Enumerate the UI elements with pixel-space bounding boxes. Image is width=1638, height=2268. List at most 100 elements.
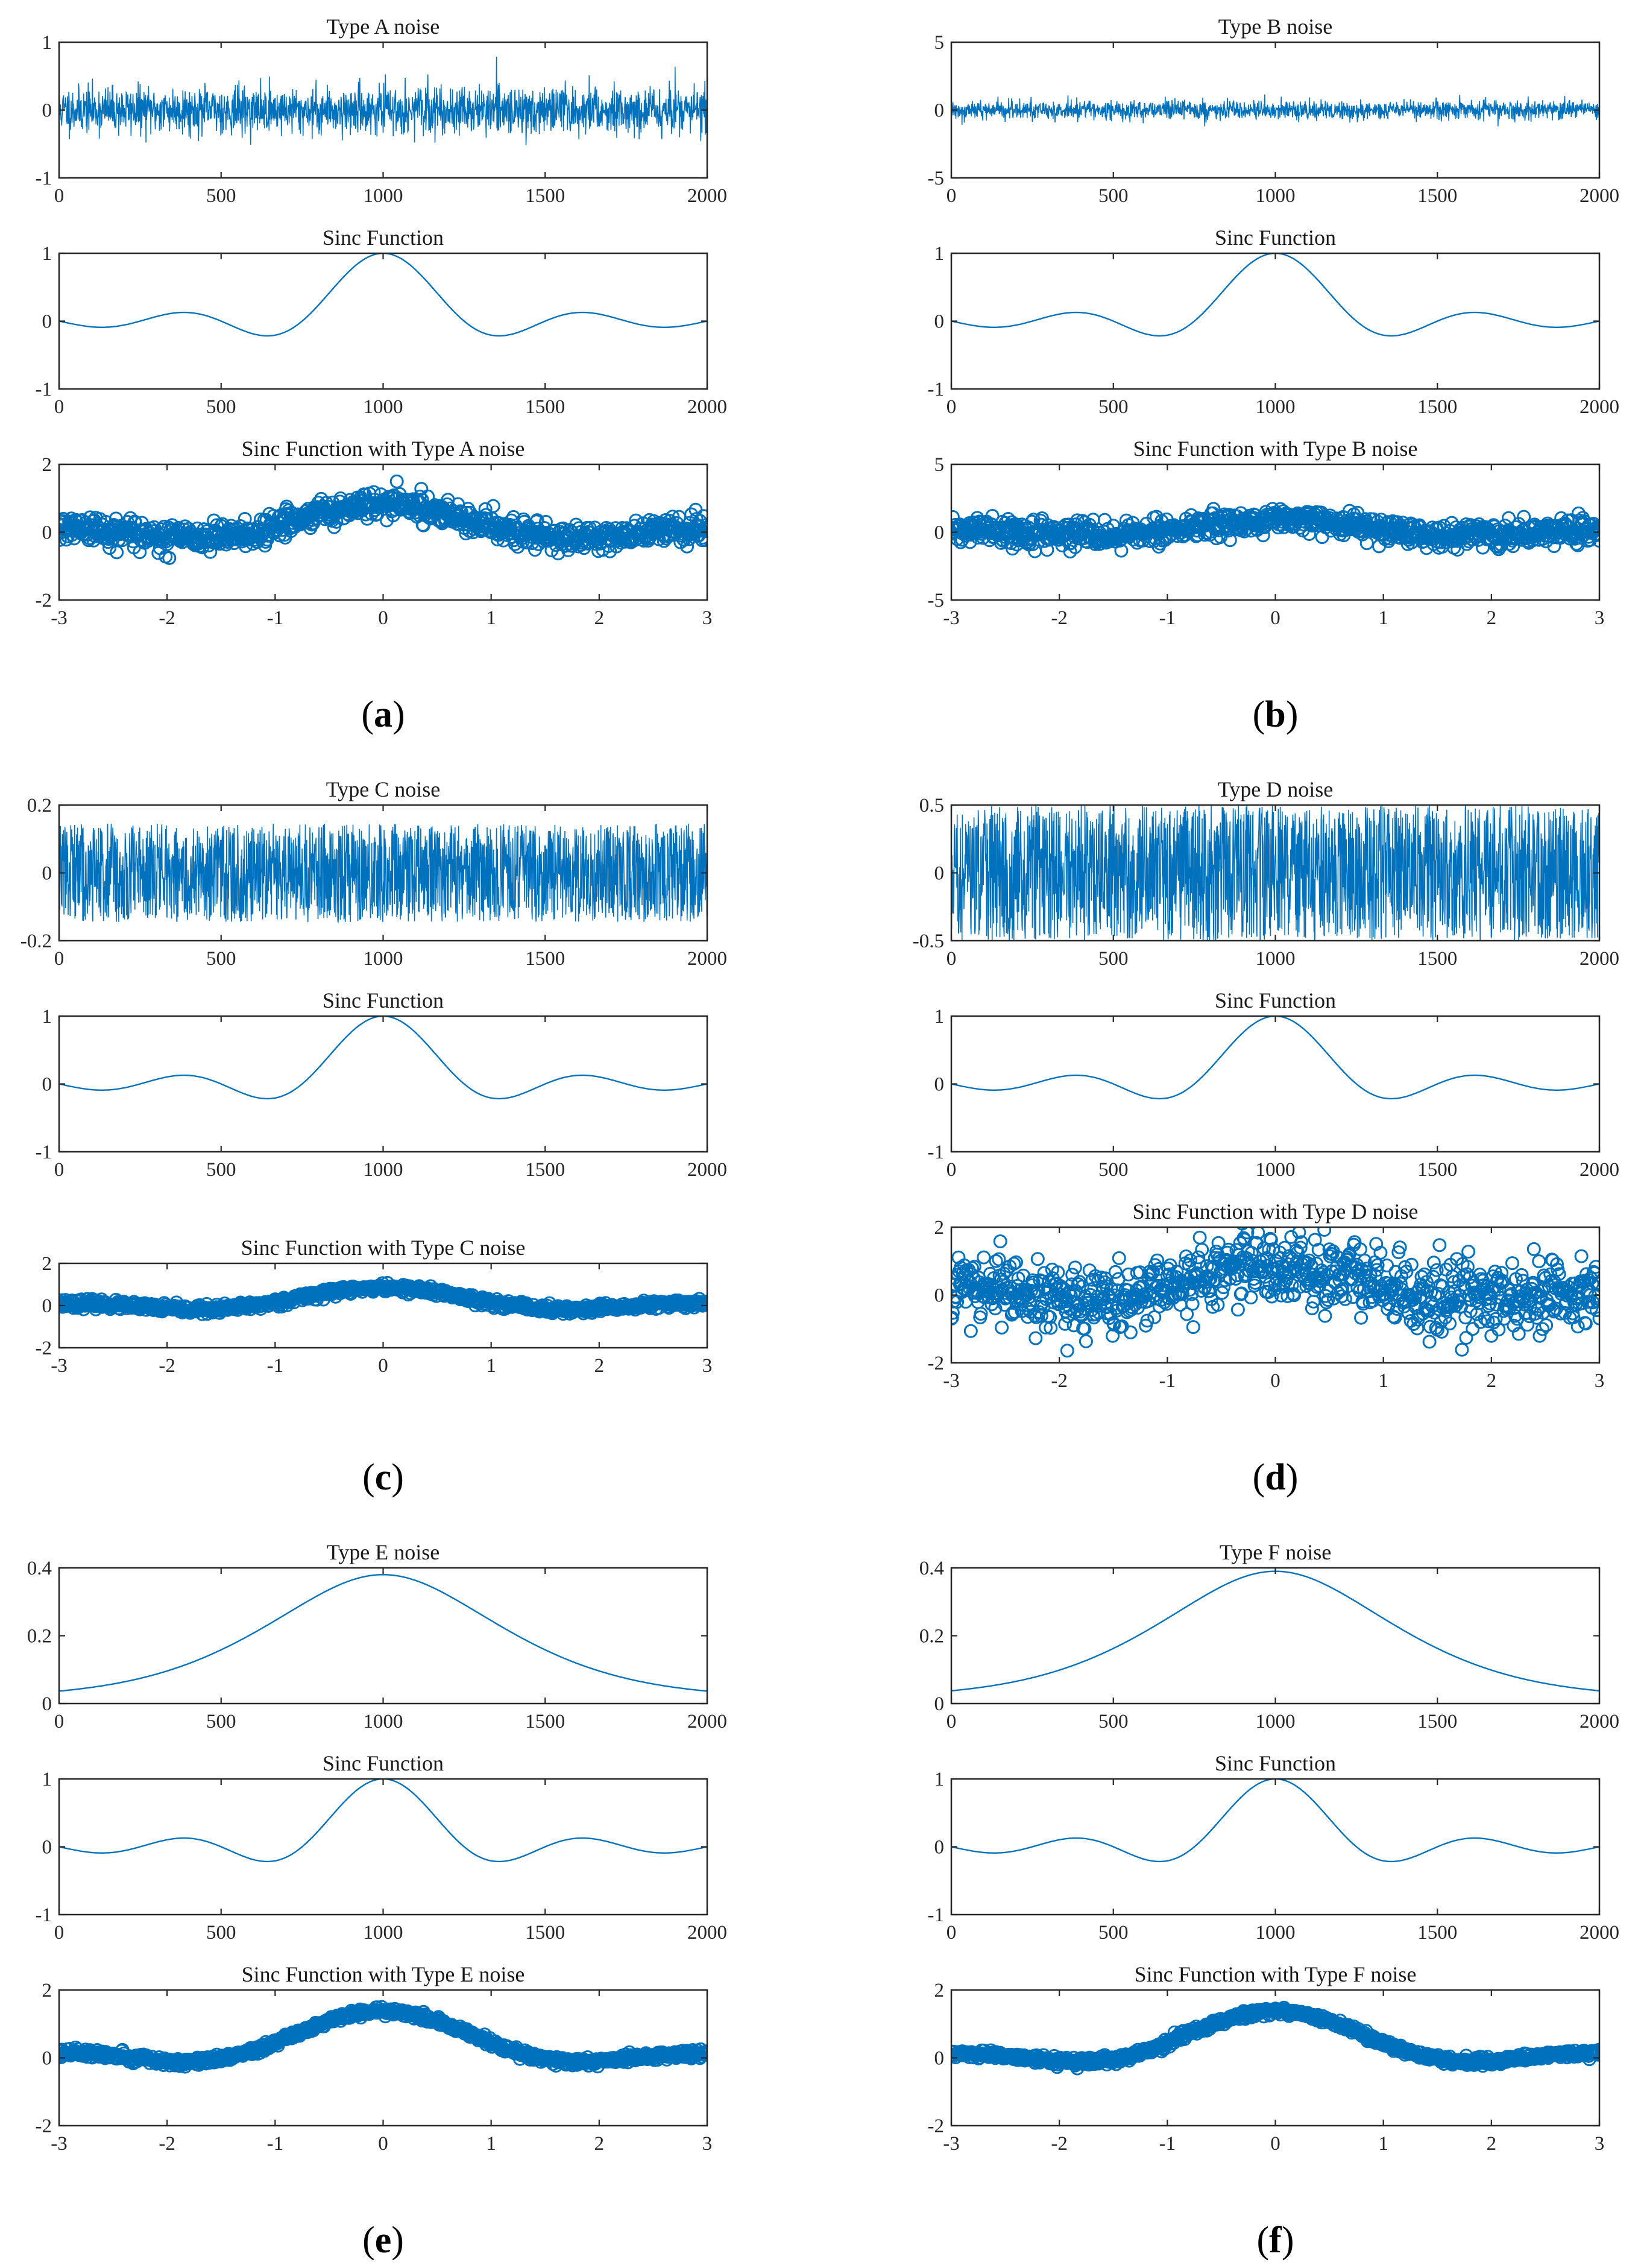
x-tick-label: 0 — [54, 396, 65, 418]
scatter-point — [1292, 1227, 1306, 1239]
x-tick-label: 3 — [702, 1355, 713, 1377]
scatter-point — [1244, 1290, 1258, 1305]
scatter-point — [203, 545, 218, 559]
scatter-point — [997, 1298, 1012, 1312]
scatter-point — [1406, 1293, 1420, 1307]
scatter-point — [1386, 1309, 1400, 1324]
series — [59, 1779, 707, 1863]
scatter-point — [1426, 1256, 1441, 1270]
scatter-point — [1192, 1255, 1206, 1269]
y-tick-label: 2 — [934, 1217, 945, 1239]
x-tick-label: 1000 — [364, 1711, 403, 1733]
scatter-point — [547, 523, 562, 538]
scatter-point — [1382, 1297, 1396, 1312]
scatter-point — [1482, 1297, 1497, 1311]
x-tick-label: 0 — [378, 2133, 388, 2155]
y-tick-label: -2 — [36, 590, 52, 611]
x-tick-label: 0 — [54, 1922, 65, 1944]
scatter-point — [421, 489, 435, 504]
subplot-title: Type F noise — [1220, 1540, 1331, 1564]
x-tick-label: -3 — [51, 1355, 68, 1377]
x-tick-label: 1000 — [364, 1159, 403, 1181]
x-tick-label: 0 — [54, 185, 65, 207]
scatter-point — [1338, 1292, 1352, 1306]
scatter-point — [1473, 1315, 1488, 1329]
x-tick-label: 1500 — [525, 185, 565, 207]
scatter-point — [1492, 1282, 1507, 1297]
x-tick-label: 1000 — [1256, 1711, 1296, 1733]
scatter-point — [1484, 1328, 1499, 1343]
y-tick-label: -5 — [928, 590, 945, 611]
x-tick-label: 500 — [206, 1922, 236, 1944]
y-tick-label: 0.2 — [27, 1626, 52, 1647]
subplot-title: Sinc Function with Type E noise — [242, 1962, 525, 1986]
scatter-point — [629, 513, 643, 528]
x-tick-label: 0 — [54, 1711, 65, 1733]
y-tick-label: 0 — [934, 311, 945, 333]
subplot-title: Sinc Function — [323, 988, 444, 1012]
y-tick-label: 0 — [42, 100, 52, 122]
scatter-point — [995, 1321, 1009, 1335]
series — [59, 1275, 707, 1321]
scatter-point — [1003, 1280, 1018, 1294]
y-tick-label: -1 — [928, 1142, 945, 1163]
scatter-point — [1240, 1227, 1255, 1240]
x-tick-label: 1000 — [1256, 185, 1296, 207]
scatter-point — [1370, 1258, 1385, 1272]
y-tick-label: 0 — [42, 1693, 52, 1715]
scatter-point — [1380, 1259, 1394, 1272]
x-tick-label: 1000 — [1256, 948, 1296, 970]
scatter-point — [1200, 1259, 1214, 1274]
scatter-point — [697, 524, 707, 539]
x-tick-label: 0 — [947, 1159, 957, 1181]
x-tick-label: 1 — [1378, 1370, 1388, 1392]
y-tick-label: -0.5 — [913, 930, 944, 952]
y-tick-label: 0 — [934, 100, 945, 122]
y-tick-label: -1 — [36, 168, 52, 189]
series — [951, 1227, 1599, 1358]
series-line — [59, 823, 707, 924]
subplot-title: Sinc Function — [323, 1751, 444, 1775]
scatter-point — [1123, 1325, 1138, 1339]
scatter-point — [1356, 1297, 1370, 1311]
x-tick-label: 1000 — [1256, 396, 1296, 418]
x-tick-label: 1 — [486, 607, 496, 629]
x-tick-label: 500 — [206, 1159, 236, 1181]
x-tick-label: -1 — [267, 2133, 284, 2155]
scatter-point — [1388, 1310, 1402, 1325]
scatter-point — [1114, 543, 1129, 558]
subplot-title: Type C noise — [326, 777, 440, 801]
scatter-point — [1256, 528, 1270, 543]
y-tick-label: 1 — [42, 1006, 52, 1028]
subplot-c-3: Sinc Function with Type C noise-3 -2 -1 0 1 2… — [36, 1236, 713, 1377]
scatter-point — [1318, 1309, 1332, 1323]
scatter-point — [1492, 1322, 1506, 1337]
y-tick-label: -1 — [36, 1142, 52, 1163]
x-tick-label: 500 — [206, 948, 236, 970]
scatter-point — [1589, 1303, 1599, 1318]
scatter-point — [700, 2045, 707, 2059]
scatter-point — [1429, 1263, 1444, 1277]
x-tick-label: 1500 — [525, 1159, 565, 1181]
scatter-point — [1264, 1233, 1278, 1247]
series — [59, 2000, 707, 2074]
y-tick-label: -2 — [928, 1353, 945, 1374]
scatter-point — [367, 485, 381, 499]
panel-label: (a) — [361, 694, 405, 735]
series-line — [951, 1016, 1599, 1100]
x-tick-label: 0 — [54, 1159, 65, 1181]
y-tick-label: 0.4 — [27, 1558, 52, 1579]
scatter-point — [1455, 1342, 1469, 1357]
series-line — [59, 1574, 707, 1692]
series-line — [59, 1779, 707, 1863]
scatter-point — [1588, 1289, 1599, 1303]
scatter-point — [259, 535, 273, 549]
